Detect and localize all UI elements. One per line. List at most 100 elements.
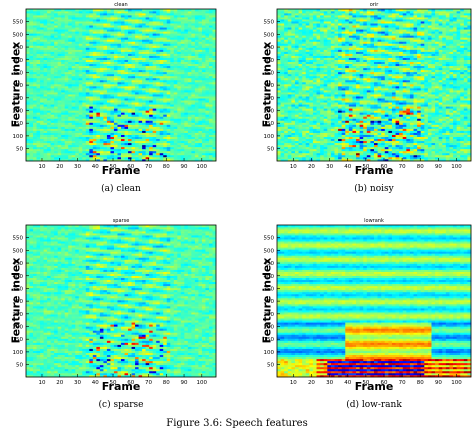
heatmap-cell xyxy=(463,152,468,156)
heatmap-cell xyxy=(92,142,97,146)
heatmap-cell xyxy=(57,75,62,79)
heatmap-cell xyxy=(57,57,62,60)
heatmap-cell xyxy=(431,132,436,135)
heatmap-cell xyxy=(110,67,115,71)
heatmap-cell xyxy=(427,144,432,148)
heatmap-cell xyxy=(47,104,51,107)
heatmap-cell xyxy=(453,146,457,150)
heatmap-cell xyxy=(198,73,203,77)
heatmap-cell xyxy=(40,73,44,77)
heatmap-cell xyxy=(191,21,196,24)
heatmap-cell xyxy=(68,59,73,62)
heatmap-cell xyxy=(173,59,178,62)
heatmap-cell xyxy=(312,134,317,137)
heatmap-cell xyxy=(381,156,386,160)
heatmap-cell xyxy=(177,55,182,58)
heatmap-cell xyxy=(391,140,396,144)
heatmap-cell xyxy=(420,158,425,162)
heatmap-cell xyxy=(131,88,136,91)
heatmap-cell xyxy=(82,47,87,50)
heatmap-cell xyxy=(180,136,185,140)
heatmap-cell xyxy=(201,134,206,137)
heatmap-cell xyxy=(435,134,439,137)
heatmap-cell xyxy=(205,122,210,125)
heatmap-cell xyxy=(156,150,161,154)
heatmap-cell xyxy=(103,112,108,115)
heatmap-cell xyxy=(106,39,111,42)
heatmap-cell xyxy=(166,37,171,40)
heatmap-cell xyxy=(78,19,83,22)
heatmap-cell xyxy=(68,39,73,42)
heatmap-cell xyxy=(205,17,210,20)
heatmap-cell xyxy=(156,124,161,127)
heatmap-cell xyxy=(399,154,404,158)
heatmap-cell xyxy=(57,27,62,30)
heatmap-cell xyxy=(374,156,378,160)
heatmap-cell xyxy=(47,55,51,58)
heatmap-cell xyxy=(399,140,404,144)
heatmap-cell xyxy=(363,156,368,160)
heatmap-cell xyxy=(135,43,139,46)
heatmap-cell xyxy=(29,67,34,71)
heatmap-cell xyxy=(40,118,44,121)
heatmap-cell xyxy=(424,140,429,144)
heatmap-cell xyxy=(438,144,443,148)
heatmap-cell xyxy=(82,132,87,135)
heatmap-cell xyxy=(50,102,55,105)
heatmap-cell xyxy=(57,55,62,58)
heatmap-cell xyxy=(29,90,34,93)
heatmap-cell xyxy=(110,59,115,62)
heatmap-cell xyxy=(33,63,37,67)
heatmap-cell xyxy=(33,118,37,121)
heatmap-cell xyxy=(184,152,189,156)
heatmap-cell xyxy=(159,108,164,111)
heatmap-cell xyxy=(124,130,129,133)
heatmap-cell xyxy=(184,132,189,135)
heatmap-cell xyxy=(131,118,136,121)
heatmap-cell xyxy=(29,128,34,131)
heatmap-cell xyxy=(208,31,213,34)
heatmap-cell xyxy=(50,104,55,107)
heatmap-cell xyxy=(47,57,51,60)
heatmap-cell xyxy=(377,136,382,140)
heatmap-cell xyxy=(131,39,136,42)
heatmap-cell xyxy=(89,17,94,20)
heatmap-cell xyxy=(142,128,146,131)
heatmap-cell xyxy=(103,118,108,121)
heatmap-cell xyxy=(194,41,199,44)
heatmap-cell xyxy=(85,110,90,113)
heatmap-cell xyxy=(89,77,94,81)
heatmap-cell xyxy=(287,138,292,142)
heatmap-cell xyxy=(170,86,175,89)
heatmap-cell xyxy=(159,128,164,131)
heatmap-cell xyxy=(124,57,129,60)
heatmap-cell xyxy=(92,148,97,152)
heatmap-cell xyxy=(152,23,157,26)
heatmap-cell xyxy=(78,71,83,75)
heatmap-cell xyxy=(198,90,203,93)
heatmap-cell xyxy=(177,112,182,115)
heatmap-cell xyxy=(152,63,157,67)
heatmap-cell xyxy=(138,100,143,103)
heatmap-cell xyxy=(82,11,87,14)
heatmap-cell xyxy=(406,134,411,137)
heatmap-cell xyxy=(131,86,136,89)
heatmap-cell xyxy=(187,134,192,137)
heatmap-cell xyxy=(201,65,206,69)
heatmap-cell xyxy=(435,158,439,162)
heatmap-cell xyxy=(36,150,41,154)
heatmap-cell xyxy=(113,138,118,142)
heatmap-cell xyxy=(212,73,217,77)
heatmap-cell xyxy=(142,92,146,95)
heatmap-cell xyxy=(50,13,55,16)
heatmap-cell xyxy=(152,158,157,162)
heatmap-cell xyxy=(124,148,129,152)
heatmap-cell xyxy=(431,140,436,144)
heatmap-cell xyxy=(184,98,189,101)
heatmap-cell xyxy=(173,81,178,85)
heatmap-cell xyxy=(29,136,34,140)
heatmap-cell xyxy=(124,77,129,81)
heatmap-cell xyxy=(89,106,94,109)
heatmap-cell xyxy=(163,39,168,42)
heatmap-cell xyxy=(177,29,182,32)
